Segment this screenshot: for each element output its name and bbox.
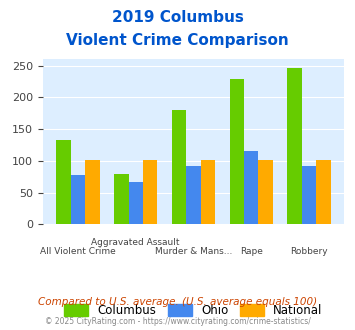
- Bar: [143, 160, 157, 224]
- Bar: [71, 175, 85, 224]
- Text: © 2025 CityRating.com - https://www.cityrating.com/crime-statistics/: © 2025 CityRating.com - https://www.city…: [45, 317, 310, 326]
- Bar: [316, 160, 331, 224]
- Bar: [56, 140, 71, 224]
- Bar: [230, 79, 244, 224]
- Text: Robbery: Robbery: [290, 247, 328, 256]
- Text: All Violent Crime: All Violent Crime: [40, 247, 116, 256]
- Bar: [287, 68, 302, 224]
- Text: Aggravated Assault: Aggravated Assault: [92, 238, 180, 248]
- Bar: [244, 151, 258, 224]
- Bar: [302, 166, 316, 224]
- Text: Murder & Mans...: Murder & Mans...: [155, 247, 232, 256]
- Text: Compared to U.S. average. (U.S. average equals 100): Compared to U.S. average. (U.S. average …: [38, 297, 317, 307]
- Bar: [172, 110, 186, 224]
- Text: Rape: Rape: [240, 247, 263, 256]
- Text: Violent Crime Comparison: Violent Crime Comparison: [66, 33, 289, 48]
- Bar: [258, 160, 273, 224]
- Bar: [85, 160, 100, 224]
- Legend: Columbus, Ohio, National: Columbus, Ohio, National: [60, 300, 327, 322]
- Bar: [114, 174, 129, 224]
- Text: 2019 Columbus: 2019 Columbus: [111, 10, 244, 25]
- Bar: [201, 160, 215, 224]
- Bar: [186, 166, 201, 224]
- Bar: [129, 182, 143, 224]
